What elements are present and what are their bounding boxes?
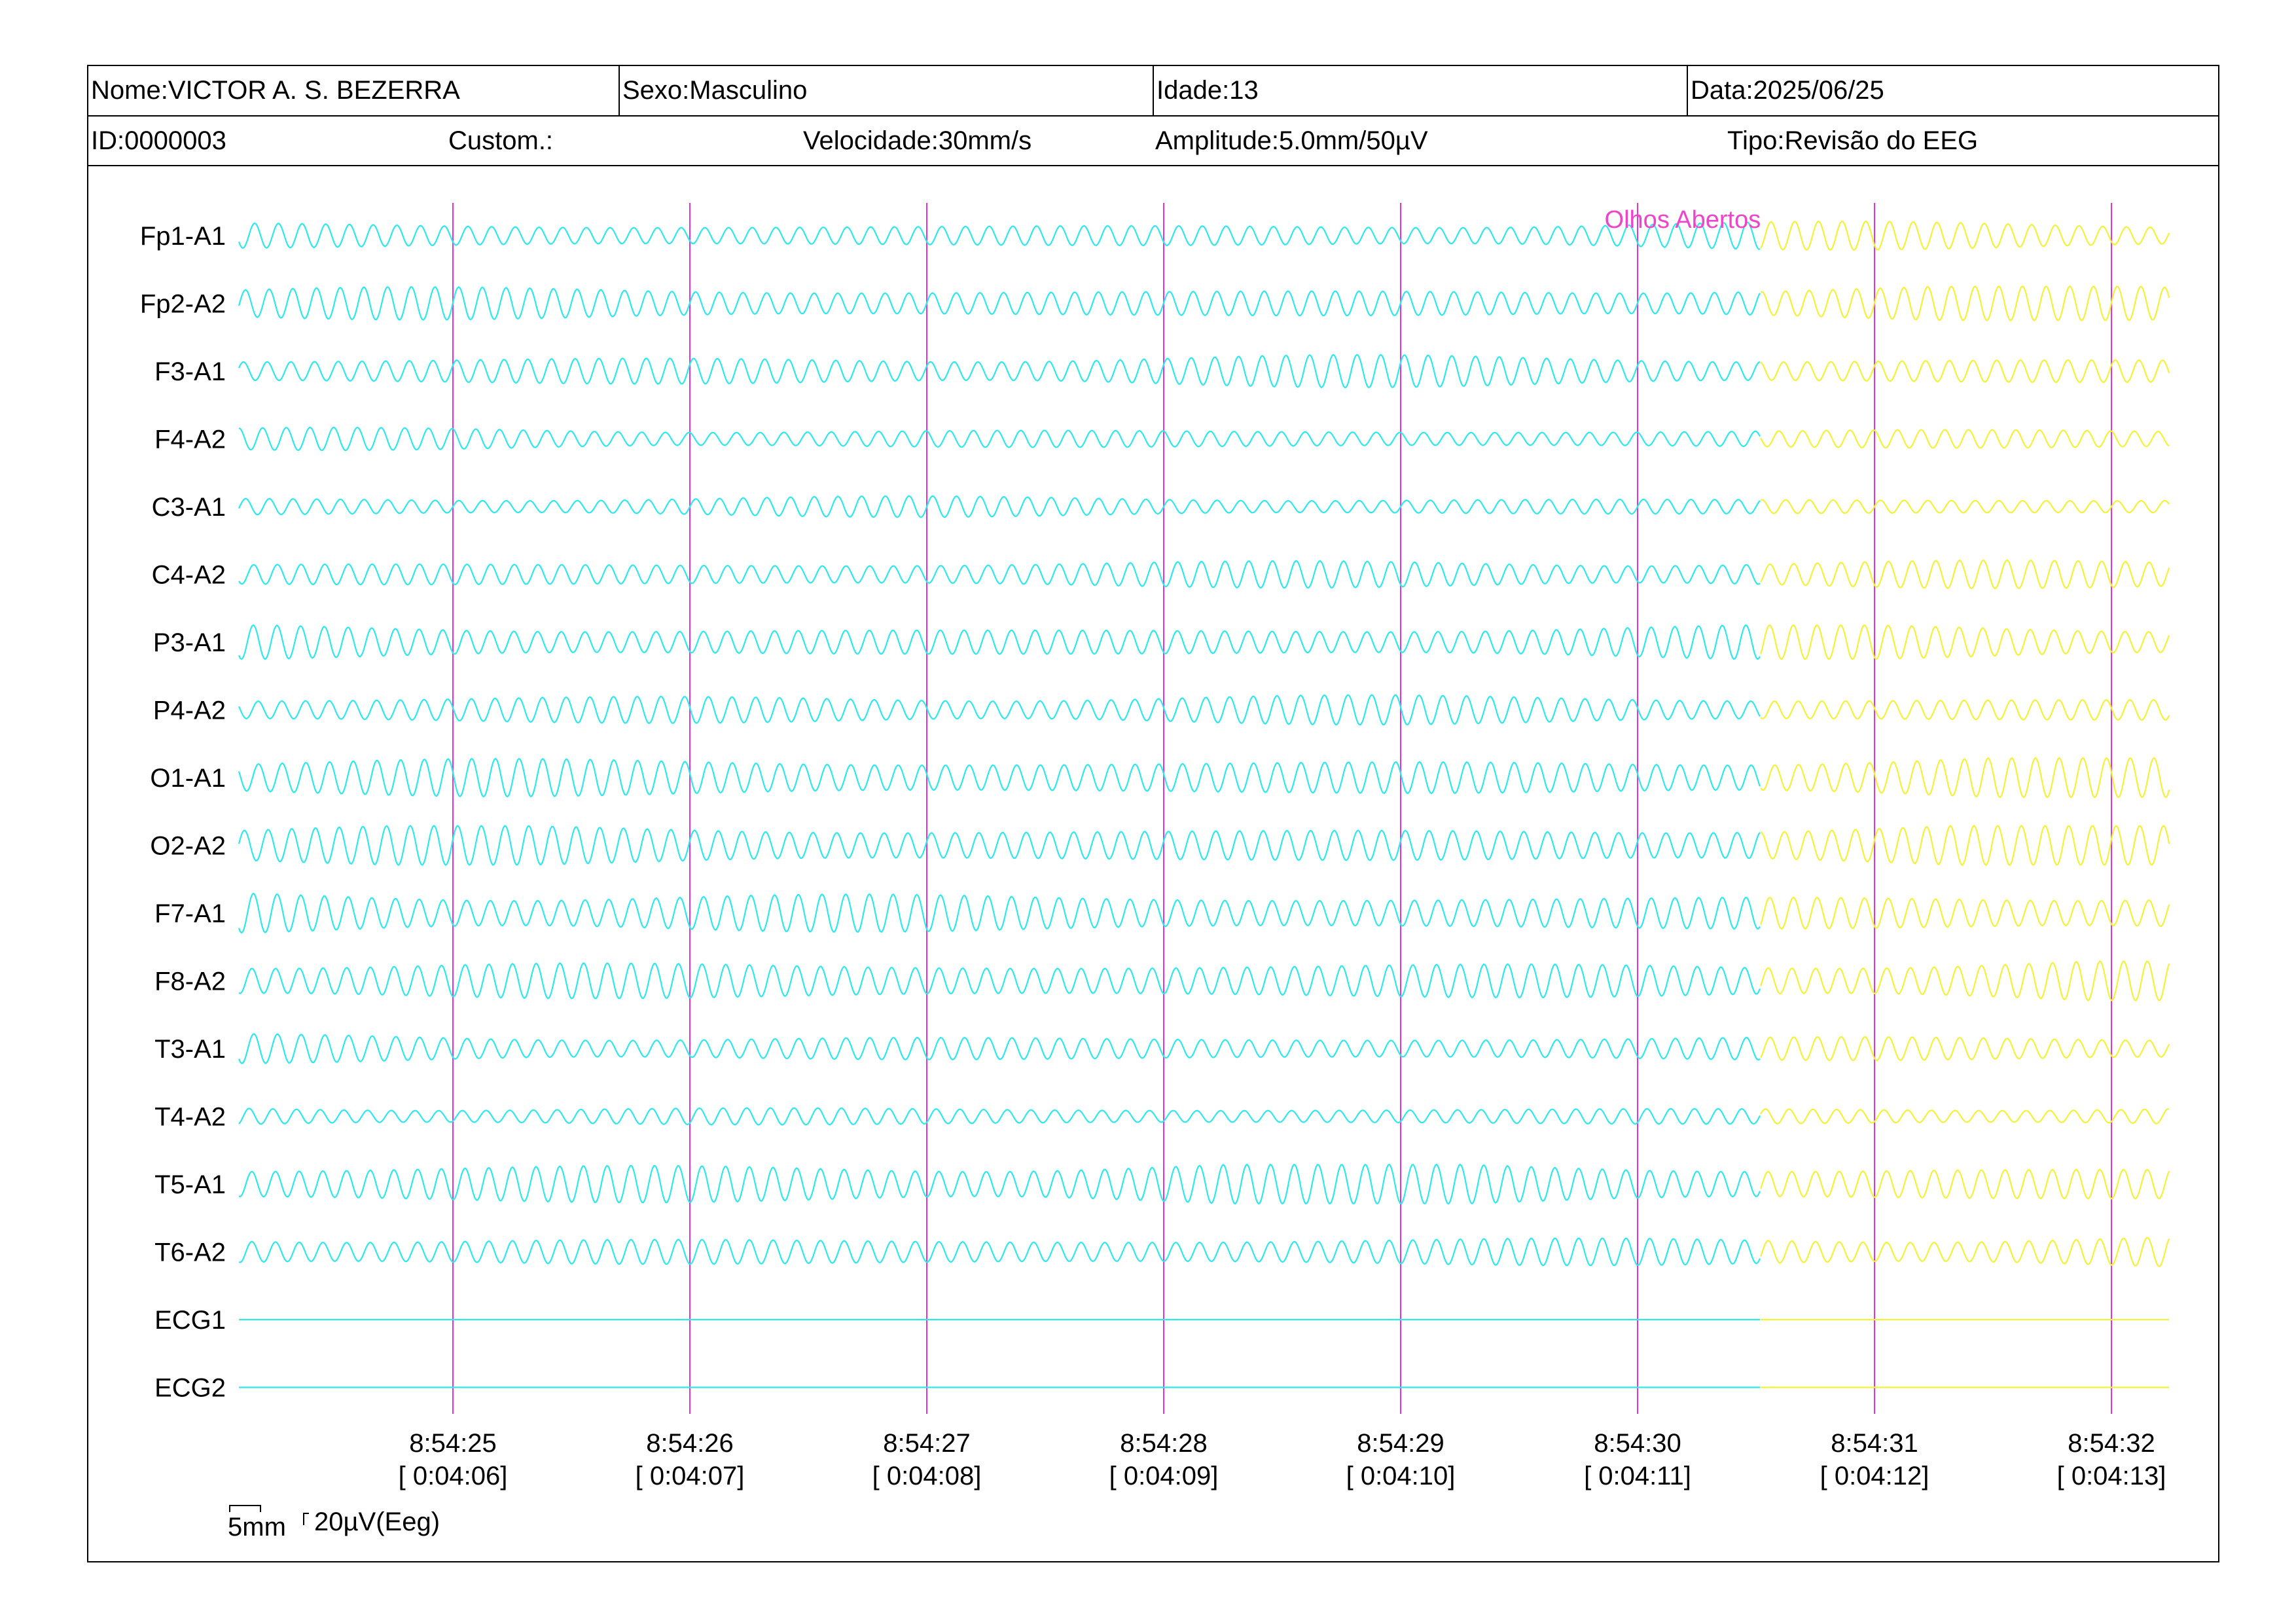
eeg-traces xyxy=(238,220,2170,1388)
eeg-trace-t6-a2 xyxy=(238,1237,1761,1267)
time-elapsed-label: [ 0:04:07] xyxy=(636,1462,745,1490)
eeg-trace-fp2-a2 xyxy=(238,285,1761,321)
header-row-recording: ID:0000003 Custom.: Velocidade:30mm/s Am… xyxy=(88,117,2218,166)
channel-label: Fp1-A1 xyxy=(140,222,226,251)
scale-time-bracket xyxy=(229,1505,261,1512)
eeg-trace-t5-a1 xyxy=(238,1163,1761,1205)
time-axis-labels: 8:54:25 [ 0:04:06] 8:54:26 [ 0:04:07] 8:54:2… xyxy=(399,1429,2166,1490)
eeg-trace-recent-o1-a1 xyxy=(1760,757,2170,799)
eeg-trace-recent-f8-a2 xyxy=(1760,960,2170,1001)
channel-label: F4-A2 xyxy=(154,425,226,454)
custom-field: Custom.: xyxy=(448,126,554,155)
eeg-trace-recent-f7-a1 xyxy=(1760,896,2170,930)
time-clock-label: 8:54:26 xyxy=(646,1429,733,1458)
channel-label: T4-A2 xyxy=(154,1103,226,1132)
report-frame: Nome:VICTOR A. S. BEZERRA Sexo:Masculino… xyxy=(87,65,2219,1562)
time-clock-label: 8:54:28 xyxy=(1120,1429,1207,1458)
time-clock-label: 8:54:25 xyxy=(409,1429,496,1458)
channel-label: P3-A1 xyxy=(153,628,226,657)
eeg-trace-t3-a1 xyxy=(238,1033,1761,1064)
patient-name: Nome:VICTOR A. S. BEZERRA xyxy=(91,76,460,105)
channel-label: T3-A1 xyxy=(154,1035,226,1064)
time-clock-label: 8:54:29 xyxy=(1357,1429,1444,1458)
eeg-trace-t4-a2 xyxy=(238,1107,1761,1126)
channel-label: ECG2 xyxy=(154,1374,226,1403)
channel-label: F7-A1 xyxy=(154,899,226,928)
eeg-trace-recent-p3-a1 xyxy=(1760,624,2170,660)
eeg-trace-o2-a2 xyxy=(238,825,1761,866)
patient-age: Idade:13 xyxy=(1153,66,1687,115)
eeg-trace-f3-a1 xyxy=(238,353,1761,389)
channel-label: P4-A2 xyxy=(153,696,226,725)
annotation-label: Olhos Abertos xyxy=(1605,206,1761,234)
time-elapsed-label: [ 0:04:08] xyxy=(872,1462,982,1490)
channel-label: Fp2-A2 xyxy=(140,290,226,319)
eeg-trace-recent-o2-a2 xyxy=(1760,825,2170,866)
channel-label: O1-A1 xyxy=(150,764,226,793)
eeg-trace-recent-f3-a1 xyxy=(1760,359,2170,384)
channel-label: O2-A2 xyxy=(150,832,226,861)
channel-label: C3-A1 xyxy=(152,493,226,522)
time-elapsed-label: [ 0:04:09] xyxy=(1109,1462,1219,1490)
eeg-trace-recent-t3-a1 xyxy=(1760,1036,2170,1061)
patient-id: ID:0000003 xyxy=(91,126,226,155)
time-elapsed-label: [ 0:04:13] xyxy=(2057,1462,2166,1490)
eeg-trace-p3-a1 xyxy=(238,624,1761,660)
eeg-trace-recent-fp2-a2 xyxy=(1760,285,2170,321)
time-elapsed-label: [ 0:04:11] xyxy=(1584,1462,1691,1490)
eeg-trace-recent-t4-a2 xyxy=(1760,1108,2170,1125)
channel-labels: Fp1-A1 Fp2-A2 F3-A1 F4-A2 C3-A1 C4-A2 P3-A1 P4-… xyxy=(140,222,226,1403)
eeg-trace-recent-c4-a2 xyxy=(1760,559,2170,590)
time-elapsed-label: [ 0:04:10] xyxy=(1346,1462,1456,1490)
scale-time-label: 5mm xyxy=(228,1513,286,1542)
time-elapsed-label: [ 0:04:12] xyxy=(1820,1462,1929,1490)
eeg-trace-o1-a1 xyxy=(238,757,1761,798)
scale-amplitude-bracket xyxy=(303,1513,309,1525)
channel-label: F8-A2 xyxy=(154,967,226,996)
amplitude-setting: Amplitude:5.0mm/50µV xyxy=(1155,126,1428,155)
header-row-patient: Nome:VICTOR A. S. BEZERRA Sexo:Masculino… xyxy=(88,66,2218,117)
time-clock-label: 8:54:30 xyxy=(1594,1429,1681,1458)
eeg-trace-c4-a2 xyxy=(238,560,1761,589)
channel-label: T6-A2 xyxy=(154,1238,226,1267)
time-markers xyxy=(452,203,2112,1414)
exam-date: Data:2025/06/25 xyxy=(1687,66,2218,115)
eeg-trace-recent-f4-a2 xyxy=(1760,429,2170,449)
eeg-trace-p4-a2 xyxy=(238,694,1761,726)
eeg-trace-c3-a1 xyxy=(238,495,1761,518)
eeg-trace-recent-p4-a2 xyxy=(1760,698,2170,721)
eeg-trace-recent-fp1-a1 xyxy=(1760,220,2170,251)
scale-amplitude-label: 20µV(Eeg) xyxy=(314,1507,440,1536)
patient-sex: Sexo:Masculino xyxy=(619,66,1153,115)
speed-setting: Velocidade:30mm/s xyxy=(803,126,1032,155)
review-type: Tipo:Revisão do EEG xyxy=(1727,126,1979,155)
eeg-trace-recent-c3-a1 xyxy=(1760,499,2170,514)
time-elapsed-label: [ 0:04:06] xyxy=(399,1462,508,1490)
eeg-trace-recent-t6-a2 xyxy=(1760,1236,2170,1267)
channel-label: F3-A1 xyxy=(154,357,226,386)
channel-label: T5-A1 xyxy=(154,1170,226,1199)
scale-bar: 5mm 20µV(Eeg) xyxy=(228,1505,440,1542)
time-clock-label: 8:54:27 xyxy=(883,1429,970,1458)
eeg-trace-f4-a2 xyxy=(238,426,1761,452)
time-clock-label: 8:54:32 xyxy=(2068,1429,2155,1458)
time-clock-label: 8:54:31 xyxy=(1831,1429,1918,1458)
channel-label: C4-A2 xyxy=(152,561,226,590)
eeg-trace-recent-t5-a1 xyxy=(1760,1168,2170,1200)
channel-label: ECG1 xyxy=(154,1306,226,1335)
eeg-trace-f8-a2 xyxy=(238,962,1761,1000)
eeg-trace-fp1-a1 xyxy=(238,221,1761,250)
eeg-trace-f7-a1 xyxy=(238,892,1761,934)
